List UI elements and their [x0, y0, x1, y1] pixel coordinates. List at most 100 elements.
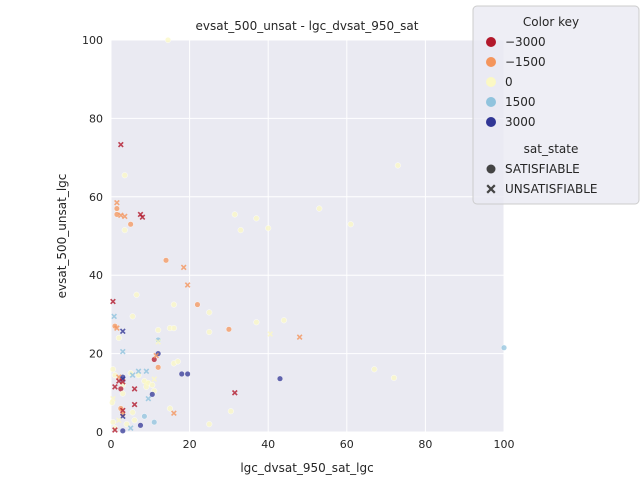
scatter-point-unsatisfiable [131, 401, 138, 408]
legend-color-title: Color key [523, 15, 579, 29]
x-tick-label: 40 [261, 438, 275, 451]
legend-marker-circle [486, 164, 496, 174]
legend-marker-title: sat_state [524, 142, 579, 156]
legend-color-label: −1500 [505, 55, 546, 69]
grid-lines [110, 39, 505, 433]
scatter-point-satisfiable [129, 409, 136, 416]
scatter-point-satisfiable [501, 344, 508, 351]
scatter-point-satisfiable [316, 205, 323, 212]
scatter-point-unsatisfiable [117, 212, 124, 219]
legend-color-swatch [486, 57, 496, 67]
scatter-point-satisfiable [164, 37, 171, 44]
scatter-point-unsatisfiable [119, 413, 126, 420]
scatter-point-satisfiable [178, 370, 185, 377]
scatter-point-satisfiable [253, 215, 260, 222]
scatter-point-satisfiable [115, 334, 122, 341]
scatter-point-satisfiable [119, 427, 126, 434]
legend-marker-label: UNSATISFIABLE [505, 182, 598, 196]
scatter-point-satisfiable [137, 422, 144, 429]
x-tick-label: 20 [183, 438, 197, 451]
scatter-point-unsatisfiable [117, 141, 124, 148]
x-tick-label: 100 [494, 438, 515, 451]
scatter-point-satisfiable [394, 162, 401, 169]
scatter-point-satisfiable [170, 325, 177, 332]
scatter-point-unsatisfiable [145, 395, 152, 402]
scatter-point-satisfiable [206, 329, 213, 336]
scatter-point-satisfiable [206, 309, 213, 316]
scatter-point-unsatisfiable [115, 417, 122, 424]
y-tick-label: 20 [89, 348, 103, 361]
scatter-point-unsatisfiable [112, 384, 118, 390]
scatter-point-satisfiable [390, 374, 397, 381]
legend-color-label: 3000 [505, 115, 536, 129]
scatter-point-satisfiable [119, 390, 126, 397]
scatter-point-unsatisfiable [267, 331, 274, 337]
scatter-point-unsatisfiable [143, 368, 150, 375]
scatter-point-unsatisfiable [119, 348, 126, 355]
x-tick-label: 80 [418, 438, 432, 451]
scatter-point-unsatisfiable [129, 372, 136, 379]
scatter-point-satisfiable [227, 408, 234, 415]
scatter-point-satisfiable [109, 366, 116, 373]
scatter-point-satisfiable [184, 370, 191, 377]
scatter-point-satisfiable [149, 381, 156, 388]
legend-color-swatch [486, 97, 496, 107]
x-tick-label: 0 [108, 438, 115, 451]
y-tick-label: 100 [82, 34, 103, 47]
plot-area [111, 40, 504, 432]
scatter-point-unsatisfiable [119, 328, 126, 335]
scatter-point-satisfiable [123, 421, 130, 428]
scatter-point-satisfiable [129, 313, 136, 320]
tick-labels: 0 20 40 60 80 100 0 20 40 60 80 100 [82, 34, 515, 451]
scatter-point-unsatisfiable [131, 386, 138, 392]
scatter-point-unsatisfiable [184, 282, 191, 288]
scatter-point-satisfiable [151, 419, 158, 426]
y-tick-label: 80 [89, 112, 103, 125]
scatter-point-satisfiable [237, 227, 244, 234]
legend-color-label: −3000 [505, 35, 546, 49]
scatter-point-unsatisfiable [121, 213, 128, 220]
y-tick-label: 0 [96, 426, 103, 439]
scatter-point-satisfiable [265, 225, 272, 232]
scatter-point-unsatisfiable [110, 395, 116, 402]
scatter-point-satisfiable [121, 227, 128, 234]
legend-marker-label: SATISFIABLE [505, 162, 580, 176]
legend-box [472, 5, 640, 205]
y-tick-label: 60 [89, 191, 103, 204]
scatter-point-satisfiable [170, 301, 177, 308]
scatter-point-unsatisfiable [153, 352, 160, 359]
scatter-point-satisfiable [206, 421, 213, 428]
scatter-point-unsatisfiable [143, 380, 150, 386]
scatter-point-unsatisfiable [127, 425, 134, 431]
scatter-point-satisfiable [280, 317, 287, 324]
scatter-point-satisfiable [155, 327, 162, 334]
legend-color-swatch [486, 77, 496, 87]
legend-marker-x [486, 184, 496, 194]
legend-color-swatch [486, 117, 496, 127]
scatter-point-satisfiable [253, 319, 260, 326]
scatter-point-unsatisfiable [171, 410, 177, 417]
scatter-point-satisfiable [127, 221, 134, 228]
scatter-point-satisfiable [194, 301, 201, 308]
scatter-point-unsatisfiable [155, 338, 162, 345]
scatter-point-unsatisfiable [296, 334, 303, 341]
x-tick-label: 60 [340, 438, 354, 451]
scatter-point-unsatisfiable [119, 407, 126, 414]
scatter-point-satisfiable [231, 211, 238, 218]
scatter-point-satisfiable [166, 405, 173, 412]
scatter-point-satisfiable [276, 375, 283, 382]
legend-color-label: 0 [505, 75, 513, 89]
scatter-point-unsatisfiable [151, 376, 158, 382]
scatter-point-unsatisfiable [114, 325, 120, 331]
scatter-point-satisfiable [163, 257, 170, 264]
x-axis-label: lgc_dvsat_950_sat_lgc [240, 461, 373, 475]
legend-color-swatch [486, 37, 496, 47]
scatter-point-satisfiable [347, 221, 354, 228]
scatter-point-unsatisfiable [119, 378, 126, 385]
scatter-point-unsatisfiable [180, 264, 187, 271]
scatter-point-unsatisfiable [114, 199, 120, 206]
scatter-point-unsatisfiable [112, 427, 118, 433]
scatter-point-unsatisfiable [139, 214, 146, 221]
scatter-point-unsatisfiable [111, 313, 118, 320]
